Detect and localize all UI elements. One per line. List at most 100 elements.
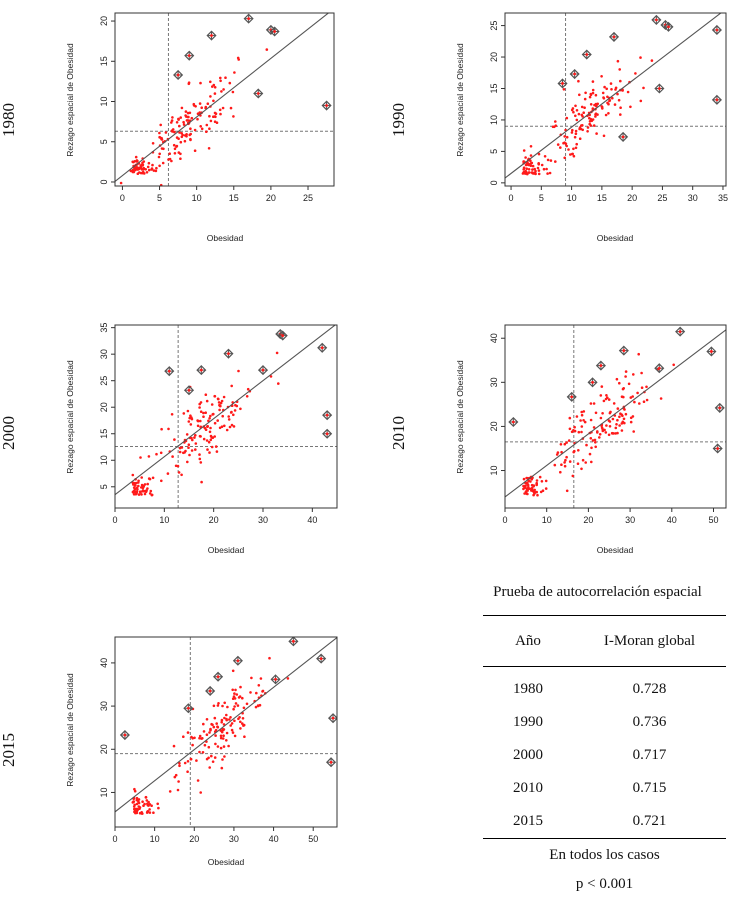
data-point — [192, 102, 196, 106]
data-point — [222, 723, 226, 726]
data-point — [634, 72, 637, 75]
data-point — [224, 76, 227, 79]
data-point — [567, 439, 571, 442]
x-tick-label: 0 — [120, 193, 125, 203]
data-point — [186, 460, 189, 464]
data-point — [173, 438, 176, 441]
data-point — [581, 458, 585, 462]
data-point — [148, 492, 152, 495]
data-point — [193, 436, 196, 439]
data-point — [573, 429, 577, 433]
y-tick-label: 20 — [489, 421, 499, 431]
data-point — [214, 728, 218, 732]
x-tick-label: 20 — [266, 193, 276, 203]
data-point — [213, 395, 217, 398]
data-point — [232, 115, 235, 118]
data-point — [225, 739, 228, 742]
data-point — [592, 402, 596, 405]
marked-point — [205, 685, 216, 697]
data-point — [614, 88, 617, 91]
data-point — [611, 417, 615, 421]
data-point — [589, 93, 593, 96]
data-point — [155, 166, 158, 170]
data-point — [527, 168, 531, 171]
data-point — [119, 181, 123, 185]
data-point — [205, 399, 209, 403]
marked-point — [711, 94, 722, 105]
data-point — [225, 731, 229, 735]
data-point — [230, 384, 233, 388]
data-point — [198, 736, 201, 740]
data-point — [574, 146, 578, 150]
data-point — [235, 693, 239, 696]
data-point — [212, 83, 216, 87]
plot-frame — [114, 636, 338, 828]
data-point — [157, 806, 160, 810]
data-point — [151, 476, 155, 480]
y-tick-label: 5 — [489, 149, 499, 154]
data-point — [521, 172, 525, 175]
data-point — [238, 716, 241, 719]
data-point — [591, 80, 595, 83]
data-point — [228, 81, 232, 85]
data-point — [601, 428, 604, 431]
marked-point — [326, 757, 337, 768]
data-point — [239, 407, 242, 411]
data-point — [147, 168, 151, 172]
data-point — [565, 455, 568, 459]
data-point — [222, 88, 225, 91]
data-point — [147, 477, 151, 480]
y-tick-label: 40 — [99, 658, 109, 668]
data-point — [572, 147, 575, 151]
data-point — [217, 702, 220, 705]
data-point — [189, 757, 193, 761]
data-point — [200, 127, 204, 131]
data-point — [186, 409, 190, 413]
data-point — [565, 144, 568, 148]
data-point — [213, 421, 217, 425]
data-point — [154, 169, 158, 173]
x-tick-label: 40 — [307, 515, 317, 525]
data-point — [588, 95, 592, 99]
table-top-rule — [483, 615, 726, 616]
data-point — [158, 152, 161, 156]
data-point — [200, 480, 203, 484]
data-point — [220, 425, 224, 429]
x-tick-label: 50 — [708, 515, 718, 525]
data-point — [553, 463, 557, 467]
data-point — [563, 156, 566, 160]
data-point — [157, 155, 161, 159]
data-point — [218, 408, 221, 412]
x-tick-label: 50 — [308, 834, 318, 844]
data-point — [615, 423, 618, 426]
data-point — [629, 105, 632, 109]
data-point — [233, 71, 236, 74]
data-point — [209, 426, 212, 430]
data-point — [590, 446, 593, 450]
data-point — [186, 119, 190, 122]
data-point — [531, 164, 535, 168]
data-point — [131, 160, 134, 164]
data-point — [572, 110, 575, 114]
y-tick-label: 30 — [489, 377, 499, 387]
data-point — [220, 90, 223, 93]
data-point — [151, 163, 154, 167]
data-point — [202, 730, 206, 733]
data-point — [167, 158, 170, 161]
data-point — [571, 474, 575, 478]
data-point — [198, 102, 202, 105]
x-tick-label: 20 — [583, 515, 593, 525]
data-point — [214, 742, 217, 746]
marked-point — [618, 131, 629, 142]
row-year: 2000 — [513, 747, 543, 763]
data-point — [233, 719, 236, 723]
data-point — [175, 144, 179, 148]
year-label: 2000 — [0, 416, 18, 450]
data-point — [135, 802, 139, 806]
x-tick-label: 25 — [303, 193, 313, 203]
data-point — [223, 755, 226, 758]
data-point — [577, 79, 580, 83]
data-point — [619, 106, 622, 109]
data-point — [577, 430, 581, 434]
data-point — [234, 702, 238, 705]
